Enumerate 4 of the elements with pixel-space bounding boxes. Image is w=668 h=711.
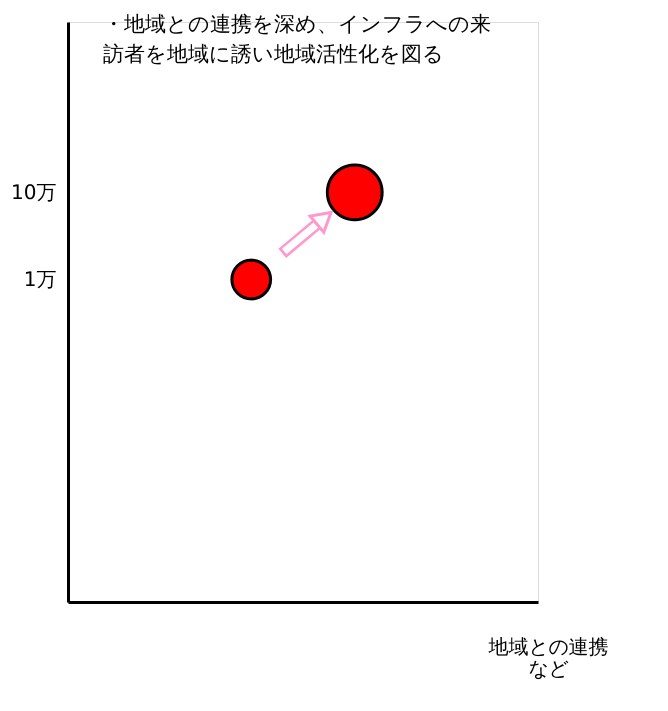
x-axis-title: 地域との連携など (488, 634, 608, 680)
y-tick-label: 10万 (11, 180, 56, 204)
y-tick-label: 1万 (24, 267, 56, 292)
annotation: ・地域との連携を深め、インフラへの来訪者を地域に誘い地域活性化を図る (103, 12, 491, 66)
